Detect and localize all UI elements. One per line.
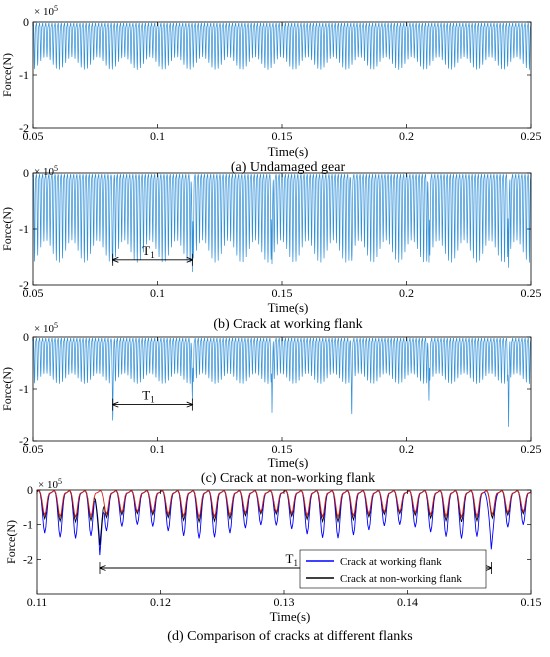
legend-box <box>299 549 487 589</box>
y-tick-label: -2 <box>19 278 29 292</box>
y-tick-label: 0 <box>23 330 29 344</box>
x-tick-label: 0.15 <box>272 286 293 300</box>
y-tick-label: -1 <box>23 518 33 532</box>
subplot-title: (c) Crack at non-working flank <box>201 471 375 486</box>
axis-multiplier: × 105 <box>34 321 58 335</box>
x-tick-label: 0.25 <box>521 129 542 143</box>
chart-a: 0.05 0.1 0.15 0.2 0.25 0 -1 -2 × 105 Force(N) Time… <box>0 4 542 175</box>
x-tick-label: 0.15 <box>272 442 293 456</box>
y-tick-label: -1 <box>19 222 29 236</box>
y-tick-label: -2 <box>23 552 33 566</box>
chart-b: 0.05 0.1 0.15 0.2 0.25 0 -1 -2 × 105 Force(N) Time… <box>0 164 542 332</box>
axis-multiplier: × 105 <box>38 477 62 491</box>
x-tick-label: 0.11 <box>27 595 48 609</box>
plot-frame <box>32 21 532 129</box>
y-tick-label: -2 <box>19 434 29 448</box>
period-label: T1 <box>142 388 154 405</box>
x-axis-label: Time(s) <box>268 455 309 470</box>
subplot-title: (b) Crack at working flank <box>213 317 362 332</box>
x-tick-label: 0.25 <box>521 442 542 456</box>
y-tick-label: -1 <box>19 382 29 396</box>
chart-d: 0.11 0.12 0.13 0.14 0.15 0 -1 -2 × 105 Force(N) Ti… <box>4 477 542 644</box>
period-label: T1 <box>142 243 154 260</box>
plot-frame <box>32 336 532 442</box>
x-tick-label: 0.1 <box>150 442 165 456</box>
series-line-crack-at-working-flank <box>37 490 531 556</box>
x-tick-label: 0.15 <box>521 595 542 609</box>
x-tick-label: 0.2 <box>399 129 414 143</box>
x-tick-label: 0.12 <box>150 595 171 609</box>
legend-label: Crack at non-working flank <box>340 573 462 585</box>
subplot-title: (d) Comparison of cracks at different fl… <box>167 629 412 644</box>
x-tick-label: 0.05 <box>23 129 44 143</box>
legend-label: Crack at working flank <box>340 556 442 568</box>
x-tick-label: 0.2 <box>399 442 414 456</box>
x-tick-label: 0.05 <box>23 286 44 300</box>
x-tick-label: 0.1 <box>150 286 165 300</box>
series-line-0 <box>33 22 531 70</box>
y-tick-label: 0 <box>23 15 29 29</box>
x-tick-label: 0.05 <box>23 442 44 456</box>
x-axis-label: Time(s) <box>268 300 309 315</box>
y-axis-label: Force(N) <box>0 367 14 411</box>
y-axis-label: Force(N) <box>0 53 14 97</box>
x-tick-label: 0.2 <box>399 286 414 300</box>
plot-frame <box>32 172 532 286</box>
series-line-0 <box>33 337 531 427</box>
y-tick-label: -2 <box>19 121 29 135</box>
y-tick-label: 0 <box>27 483 33 497</box>
chart-c: 0.05 0.1 0.15 0.2 0.25 0 -1 -2 × 105 Force(N) Time… <box>0 321 542 486</box>
series-line-0 <box>33 173 531 272</box>
x-tick-label: 0.15 <box>272 129 293 143</box>
x-tick-label: 0.1 <box>150 129 165 143</box>
axis-multiplier: × 105 <box>34 4 58 18</box>
x-axis-label: Time(s) <box>270 609 311 624</box>
y-axis-label: Force(N) <box>0 207 14 251</box>
x-tick-label: 0.14 <box>397 595 418 609</box>
x-axis-label: Time(s) <box>268 144 309 159</box>
axis-multiplier: × 105 <box>34 164 58 178</box>
x-tick-label: 0.25 <box>521 286 542 300</box>
y-tick-label: 0 <box>23 166 29 180</box>
period-label: T1 <box>286 551 298 568</box>
subplot-title: (a) Undamaged gear <box>231 160 346 175</box>
series-line-crack-at-non-working-flank <box>37 490 531 546</box>
x-tick-label: 0.13 <box>274 595 295 609</box>
y-axis-label: Force(N) <box>4 520 18 564</box>
y-tick-label: -1 <box>19 68 29 82</box>
